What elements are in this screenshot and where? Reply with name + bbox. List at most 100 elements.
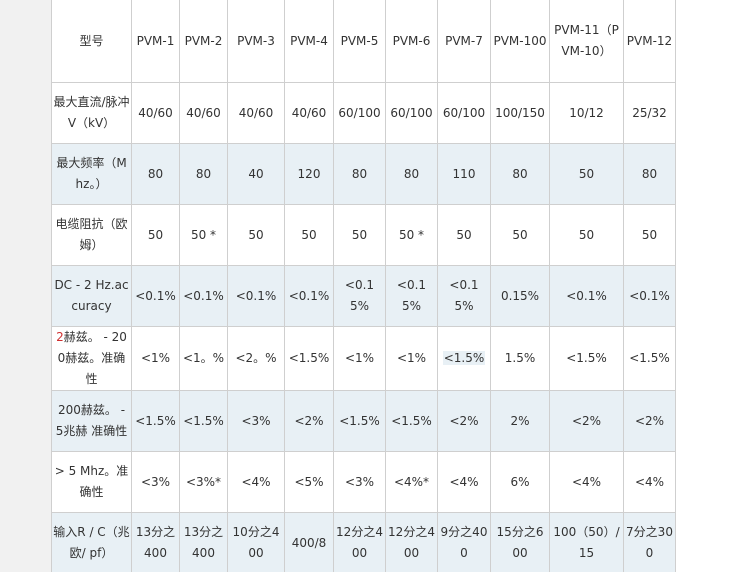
value-cell: <0.1% xyxy=(179,265,228,327)
value-cell: <0.1% xyxy=(549,265,624,327)
value-cell: <2% xyxy=(284,390,334,452)
value-cell: <0.1% xyxy=(284,265,334,327)
model-header-cell: PVM-11（PVM-10） xyxy=(549,0,624,83)
model-header-cell: PVM-2 xyxy=(179,0,228,83)
row-label-cell: DC - 2 Hz.accuracy xyxy=(51,265,132,327)
model-header-cell: PVM-1 xyxy=(131,0,180,83)
label-text: DC - 2 Hz.accuracy xyxy=(54,278,129,313)
value-cell: 12分之400 xyxy=(333,512,386,572)
value-cell: 50 xyxy=(623,204,676,266)
value-cell: 80 xyxy=(131,143,180,205)
model-header-cell: PVM-6 xyxy=(385,0,438,83)
value-cell: <0.1% xyxy=(131,265,180,327)
value-cell: 400/8 xyxy=(284,512,334,572)
value-cell: <3%* xyxy=(179,451,228,513)
table-row: DC - 2 Hz.accuracy <0.1% <0.1% <0.1% <0.1% <0… xyxy=(51,265,676,327)
value-cell: 50 xyxy=(549,143,624,205)
value-cell: 10分之400 xyxy=(227,512,285,572)
value-cell: <5% xyxy=(284,451,334,513)
value-cell: 50 xyxy=(284,204,334,266)
value-cell: 40/60 xyxy=(227,82,285,144)
value-cell: <1.5% xyxy=(623,326,676,391)
value-cell: <1% xyxy=(131,326,180,391)
table-row: 200赫兹。 - 5兆赫 准确性 <1.5% <1.5% <3% <2% <1.5% <1.… xyxy=(51,390,676,452)
value-cell: <1.5% xyxy=(549,326,624,391)
value-cell: 80 xyxy=(333,143,386,205)
value-cell: <4% xyxy=(437,451,491,513)
value-cell: 60/100 xyxy=(437,82,491,144)
value-cell: 80 xyxy=(385,143,438,205)
value-cell: <1.5% xyxy=(284,326,334,391)
row-label-cell: 2赫兹。 - 200赫兹。准确性 xyxy=(51,326,132,391)
label-text: 电缆阻抗（欧姆） xyxy=(55,217,128,252)
model-header-cell: PVM-4 xyxy=(284,0,334,83)
value-cell: 10/12 xyxy=(549,82,624,144)
value-cell: <2% xyxy=(623,390,676,452)
value-cell: <1.5% xyxy=(437,326,491,391)
label-text: 赫兹。 - 200赫兹。准确性 xyxy=(57,330,127,386)
value-cell: 15分之600 xyxy=(490,512,550,572)
value-cell: 1.5% xyxy=(490,326,550,391)
value-cell: <1% xyxy=(333,326,386,391)
value-cell: 12分之400 xyxy=(385,512,438,572)
table-row: 最大直流/脉冲V（kV） 40/60 40/60 40/60 40/60 60/100 60… xyxy=(51,82,676,144)
value-cell: 50 xyxy=(131,204,180,266)
value-cell: 110 xyxy=(437,143,491,205)
value-cell: 60/100 xyxy=(385,82,438,144)
value-cell: 50 xyxy=(490,204,550,266)
value-cell: 50 xyxy=(437,204,491,266)
value-cell: <0.1% xyxy=(623,265,676,327)
value-cell: <1.5% xyxy=(385,390,438,452)
value-cell: 120 xyxy=(284,143,334,205)
value-cell: <3% xyxy=(131,451,180,513)
value-cell: <0.15% xyxy=(437,265,491,327)
value-cell: 60/100 xyxy=(333,82,386,144)
value-cell: 0.15% xyxy=(490,265,550,327)
value-cell: <2% xyxy=(437,390,491,452)
highlighted-value: <1.5% xyxy=(442,351,486,365)
value-cell: <2。% xyxy=(227,326,285,391)
value-cell: 13分之400 xyxy=(179,512,228,572)
value-cell: 13分之400 xyxy=(131,512,180,572)
value-cell: <1。% xyxy=(179,326,228,391)
spec-table: 型号 PVM-1 PVM-2 PVM-3 PVM-4 PVM-5 PVM-6 PVM-7 PVM… xyxy=(51,0,676,572)
value-cell: 80 xyxy=(179,143,228,205)
row-label-cell: 最大直流/脉冲V（kV） xyxy=(51,82,132,144)
header-row: 型号 PVM-1 PVM-2 PVM-3 PVM-4 PVM-5 PVM-6 PVM-7 PVM… xyxy=(51,0,676,83)
value-cell: 40/60 xyxy=(179,82,228,144)
model-header-cell: PVM-3 xyxy=(227,0,285,83)
value-cell: 80 xyxy=(623,143,676,205)
value-cell: 9分之400 xyxy=(437,512,491,572)
header-label-cell: 型号 xyxy=(51,0,132,83)
value-cell: 2% xyxy=(490,390,550,452)
value-cell: 40 xyxy=(227,143,285,205)
row-label-cell: 200赫兹。 - 5兆赫 准确性 xyxy=(51,390,132,452)
label-text: 200赫兹。 - 5兆赫 准确性 xyxy=(55,403,128,438)
model-header-cell: PVM-12 xyxy=(623,0,676,83)
table-row: 电缆阻抗（欧姆） 50 50 * 50 50 50 50 * 50 50 50 50 xyxy=(51,204,676,266)
table-row: 最大频率（Mhz。） 80 80 40 120 80 80 110 80 50 80 xyxy=(51,143,676,205)
value-cell: <1.5% xyxy=(333,390,386,452)
value-cell: <4% xyxy=(623,451,676,513)
row-label-cell: > 5 Mhz。准确性 xyxy=(51,451,132,513)
page-margin xyxy=(0,0,51,572)
value-cell: 100/150 xyxy=(490,82,550,144)
label-text: 最大频率（Mhz。） xyxy=(56,156,127,191)
value-cell: 6% xyxy=(490,451,550,513)
model-header-cell: PVM-5 xyxy=(333,0,386,83)
table-row: 输入R / C（兆欧/ pf） 13分之400 13分之400 10分之400 400/… xyxy=(51,512,676,572)
value-cell: <0.15% xyxy=(333,265,386,327)
value-cell: <4%* xyxy=(385,451,438,513)
value-cell: 50 xyxy=(227,204,285,266)
value-cell: <4% xyxy=(549,451,624,513)
table-row: 2赫兹。 - 200赫兹。准确性 <1% <1。% <2。% <1.5% <1% <1% <1… xyxy=(51,326,676,391)
model-header-cell: PVM-100 xyxy=(490,0,550,83)
value-cell: <1.5% xyxy=(131,390,180,452)
row-label-cell: 电缆阻抗（欧姆） xyxy=(51,204,132,266)
value-cell: 40/60 xyxy=(284,82,334,144)
value-cell: 40/60 xyxy=(131,82,180,144)
value-cell: 7分之300 xyxy=(623,512,676,572)
row-label-cell: 输入R / C（兆欧/ pf） xyxy=(51,512,132,572)
value-cell: <4% xyxy=(227,451,285,513)
label-prefix: 2 xyxy=(56,330,64,344)
